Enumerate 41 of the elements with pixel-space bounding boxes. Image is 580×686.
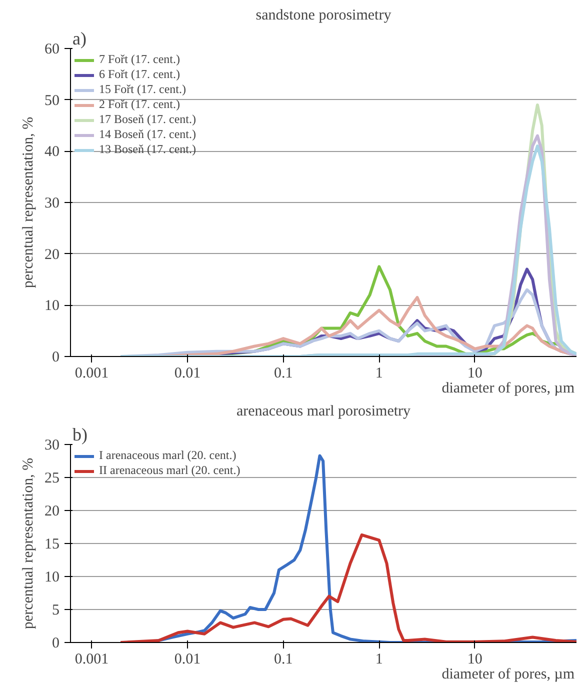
legend-label: 17 Boseň (17. cent.) — [99, 112, 196, 127]
x-tick-label: 0.001 — [74, 652, 109, 668]
legend-label: 13 Boseň (17. cent.) — [99, 142, 196, 157]
y-axis-title: percentual representation, % — [20, 116, 36, 288]
x-tick-label: 0.1 — [274, 366, 293, 382]
x-tick-label: 0.001 — [74, 366, 109, 382]
x-tick-label: 10 — [467, 652, 482, 668]
legend-label: II arenaceous marl (20. cent.) — [99, 463, 240, 478]
y-tick-label: 20 — [44, 246, 60, 263]
y-tick-label: 60 — [44, 42, 60, 58]
chart-title: sandstone porosimetry — [256, 8, 392, 24]
x-tick-label: 1 — [375, 366, 383, 382]
y-tick-label: 40 — [44, 144, 60, 160]
annotation: b) — [72, 424, 88, 444]
x-axis-title: diameter of pores, µm — [442, 666, 575, 682]
legend-label: 2 Fořt (17. cent.) — [99, 97, 180, 112]
legend-label: I arenaceous marl (20. cent.) — [99, 448, 236, 463]
y-tick-label: 30 — [44, 438, 60, 454]
y-tick-label: 0 — [52, 636, 60, 652]
x-tick-label: 0.01 — [174, 652, 201, 668]
legend-label: 6 Fořt (17. cent.) — [99, 67, 180, 82]
chart-title: arenaceous marl porosimetry — [236, 404, 412, 420]
x-tick-label: 10 — [467, 366, 482, 382]
y-axis-title: percentual representation, % — [20, 458, 36, 630]
y-tick-label: 0 — [52, 350, 60, 366]
x-tick-label: 0.1 — [274, 652, 293, 668]
y-tick-label: 5 — [52, 602, 60, 618]
y-tick-label: 10 — [44, 570, 60, 586]
y-tick-label: 10 — [44, 298, 60, 314]
legend-label: 7 Fořt (17. cent.) — [99, 52, 180, 67]
y-tick-label: 25 — [44, 470, 60, 486]
x-axis-title: diameter of pores, µm — [442, 380, 575, 396]
y-tick-label: 50 — [44, 92, 60, 109]
legend-label: 14 Boseň (17. cent.) — [99, 127, 196, 142]
annotation: a) — [72, 28, 86, 48]
y-tick-label: 30 — [44, 196, 60, 212]
x-tick-label: 1 — [375, 652, 383, 668]
y-tick-label: 15 — [44, 536, 60, 552]
legend-label: 15 Fořt (17. cent.) — [99, 82, 186, 97]
y-tick-label: 20 — [44, 504, 60, 520]
x-tick-label: 0.01 — [174, 366, 201, 382]
